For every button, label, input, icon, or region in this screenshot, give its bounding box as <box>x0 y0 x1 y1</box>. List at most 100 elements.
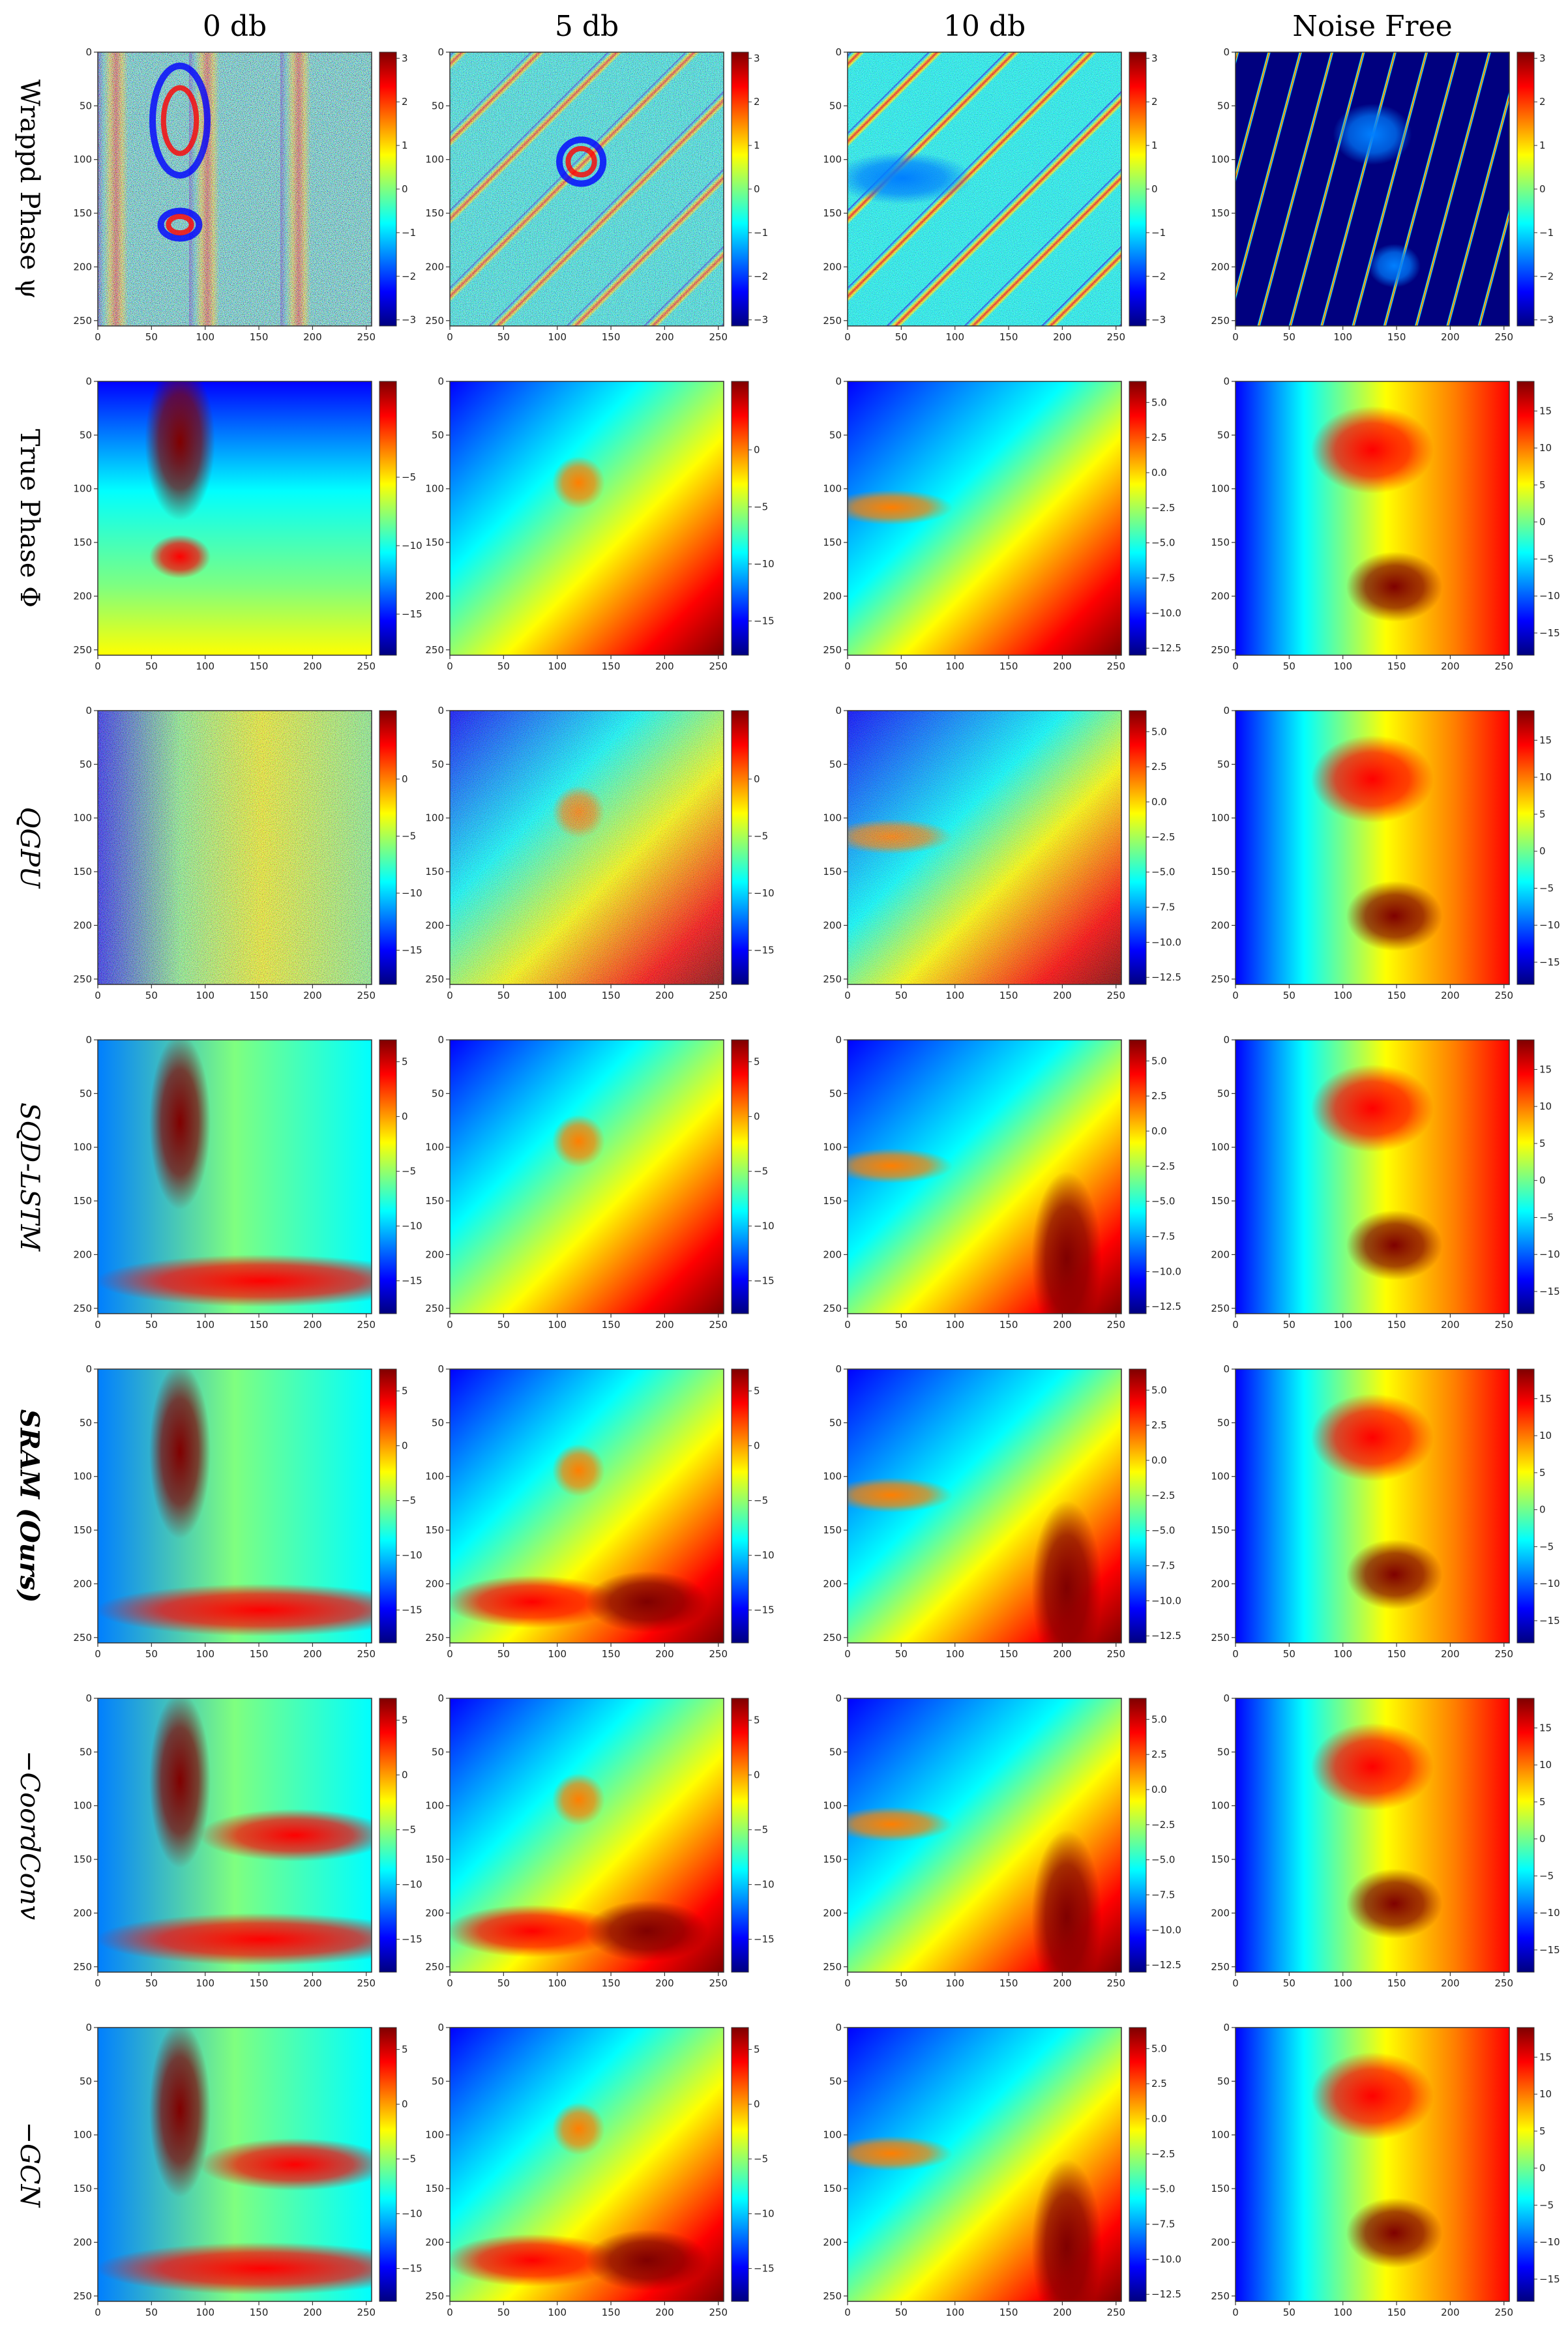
y-tick-label: 250 <box>1211 644 1230 656</box>
row-label: −GCN <box>0 2028 59 2301</box>
colorbar-tick-label: −10 <box>754 558 775 570</box>
colorbar-tick-label: 5 <box>754 1385 760 1397</box>
heatmap-panel: 0 50 100 150 200 250 0 50 100 150 200 250 5 0 −5 −10 −15 <box>425 2022 794 2324</box>
phase-blob <box>450 1904 620 1958</box>
x-tick-label: 150 <box>602 990 621 1001</box>
colorbar-tick-label: −5 <box>402 1824 416 1836</box>
y-tick-label: 150 <box>425 1524 444 1536</box>
y-tick-label: 150 <box>425 866 444 878</box>
heatmap-image <box>848 1369 1121 1643</box>
colorbar-tick-label: −5 <box>1539 1541 1554 1552</box>
plot-frame <box>449 2027 724 2302</box>
heatmap-image <box>1235 1369 1509 1643</box>
y-tick-label: 100 <box>1211 1471 1230 1483</box>
colorbar-tick-label: 15 <box>1539 734 1552 746</box>
phase-blob <box>450 2234 620 2287</box>
fringe-ring <box>166 214 194 236</box>
x-tick-label: 150 <box>602 1977 621 1989</box>
x-tick-label: 150 <box>250 1977 269 1989</box>
x-tick-label: 200 <box>303 331 322 343</box>
x-tick-label: 0 <box>95 331 101 343</box>
colorbar-tick-label: 10 <box>1539 1430 1552 1441</box>
phase-blob <box>1310 1393 1434 1482</box>
x-tick-label: 250 <box>357 1648 376 1660</box>
heatmap-image <box>98 711 372 984</box>
x-tick-label: 50 <box>497 331 510 343</box>
colorbar-tick-label: 0 <box>754 773 760 785</box>
x-tick-label: 50 <box>895 1319 908 1331</box>
colorbar <box>1516 381 1535 656</box>
y-tick-label: 50 <box>829 758 842 770</box>
x-tick-label: 150 <box>602 1319 621 1331</box>
colorbar-tick-label: 5 <box>754 1056 760 1068</box>
y-tick-label: 150 <box>425 1195 444 1207</box>
colorbar-tick-label: −10 <box>1539 919 1560 931</box>
x-tick-label: 150 <box>999 331 1018 343</box>
y-tick-label: 50 <box>829 100 842 111</box>
heatmap-svg: 0 50 100 150 200 2500501001502002505.02.50.0−… <box>823 2022 1181 2318</box>
colorbar-tick-label: 2 <box>1539 96 1546 108</box>
colorbar-tick-label: −3 <box>1151 314 1166 326</box>
x-tick-label: 200 <box>1441 1648 1460 1660</box>
colorbar-tick-label: 5 <box>754 1715 760 1726</box>
phase-blob <box>98 1584 372 1636</box>
x-tick-label: 50 <box>497 2307 510 2318</box>
colorbar-tick-label: −15 <box>754 1934 775 1945</box>
heatmap-svg: 0 50 100 150 200 2500501001502002505.02.50.0−… <box>823 705 1181 1001</box>
y-tick-label: 100 <box>823 812 842 824</box>
colorbar-tick-label: −3 <box>402 314 416 326</box>
y-tick-label: 250 <box>1211 1303 1230 1314</box>
x-tick-label: 50 <box>497 1319 510 1331</box>
colorbar-tick-label: −5.0 <box>1151 537 1175 549</box>
x-tick-label: 100 <box>1333 2307 1352 2318</box>
y-tick-label: 0 <box>437 1363 444 1375</box>
colorbar-tick-label: −15 <box>1539 1615 1560 1627</box>
phase-blob <box>1310 2052 1434 2140</box>
colorbar-tick-label: −7.5 <box>1151 1231 1175 1243</box>
y-tick-label: 0 <box>835 705 842 716</box>
colorbar-tick-label: −10 <box>1539 1248 1560 1260</box>
row-label: SQD-LSTM <box>0 1040 59 1314</box>
colorbar <box>379 52 397 327</box>
phase-blob <box>585 1900 709 1962</box>
x-tick-label: 50 <box>145 331 158 343</box>
heatmap-image <box>848 1698 1121 1972</box>
heatmap-image <box>98 2028 372 2301</box>
heatmap-panel: 0 50 100 150 200 250 0 50 100 150 200 250 5 0 −5 −10 −15 <box>425 1034 794 1336</box>
x-tick-label: 0 <box>1232 660 1239 672</box>
row-label: −CoordConv <box>0 1698 59 1972</box>
x-tick-label: 200 <box>655 1977 674 1989</box>
y-tick-label: 250 <box>425 2290 444 2302</box>
y-tick-label: 200 <box>425 590 444 602</box>
x-tick-label: 50 <box>1283 990 1295 1001</box>
heatmap-panel: 0 50 100 150 200 250 0 50 100 150 200 250 5 0 −5 −10 −15 <box>73 1692 442 1994</box>
heatmap-image <box>848 1040 1121 1314</box>
x-tick-label: 0 <box>1232 1977 1239 1989</box>
phase-blob <box>98 2242 372 2295</box>
x-tick-label: 150 <box>602 1648 621 1660</box>
heatmap-svg: 0 50 100 150 200 2500501001502002505.02.50.0−… <box>823 1034 1181 1331</box>
x-tick-label: 250 <box>1494 990 1513 1001</box>
plot-frame <box>449 52 724 327</box>
x-tick-label: 0 <box>447 1648 453 1660</box>
x-tick-label: 50 <box>895 2307 908 2318</box>
y-tick-label: 0 <box>1223 1363 1230 1375</box>
colorbar-tick-label: 0 <box>1539 1833 1546 1845</box>
colorbar-tick-label: −2.5 <box>1151 1160 1175 1172</box>
colorbar-tick-label: 1 <box>754 140 760 151</box>
heatmap-svg: 0 50 100 150 200 250050100150200250151050−5−1… <box>1211 705 1560 1001</box>
x-tick-label: 0 <box>447 1319 453 1331</box>
y-tick-label: 250 <box>823 1303 842 1314</box>
y-tick-label: 0 <box>1223 376 1230 387</box>
x-tick-label: 200 <box>1053 2307 1072 2318</box>
x-tick-label: 0 <box>844 331 851 343</box>
phase-blob <box>848 490 953 525</box>
y-tick-label: 200 <box>823 1578 842 1589</box>
y-tick-label: 150 <box>73 537 92 548</box>
phase-blob <box>848 2136 953 2172</box>
